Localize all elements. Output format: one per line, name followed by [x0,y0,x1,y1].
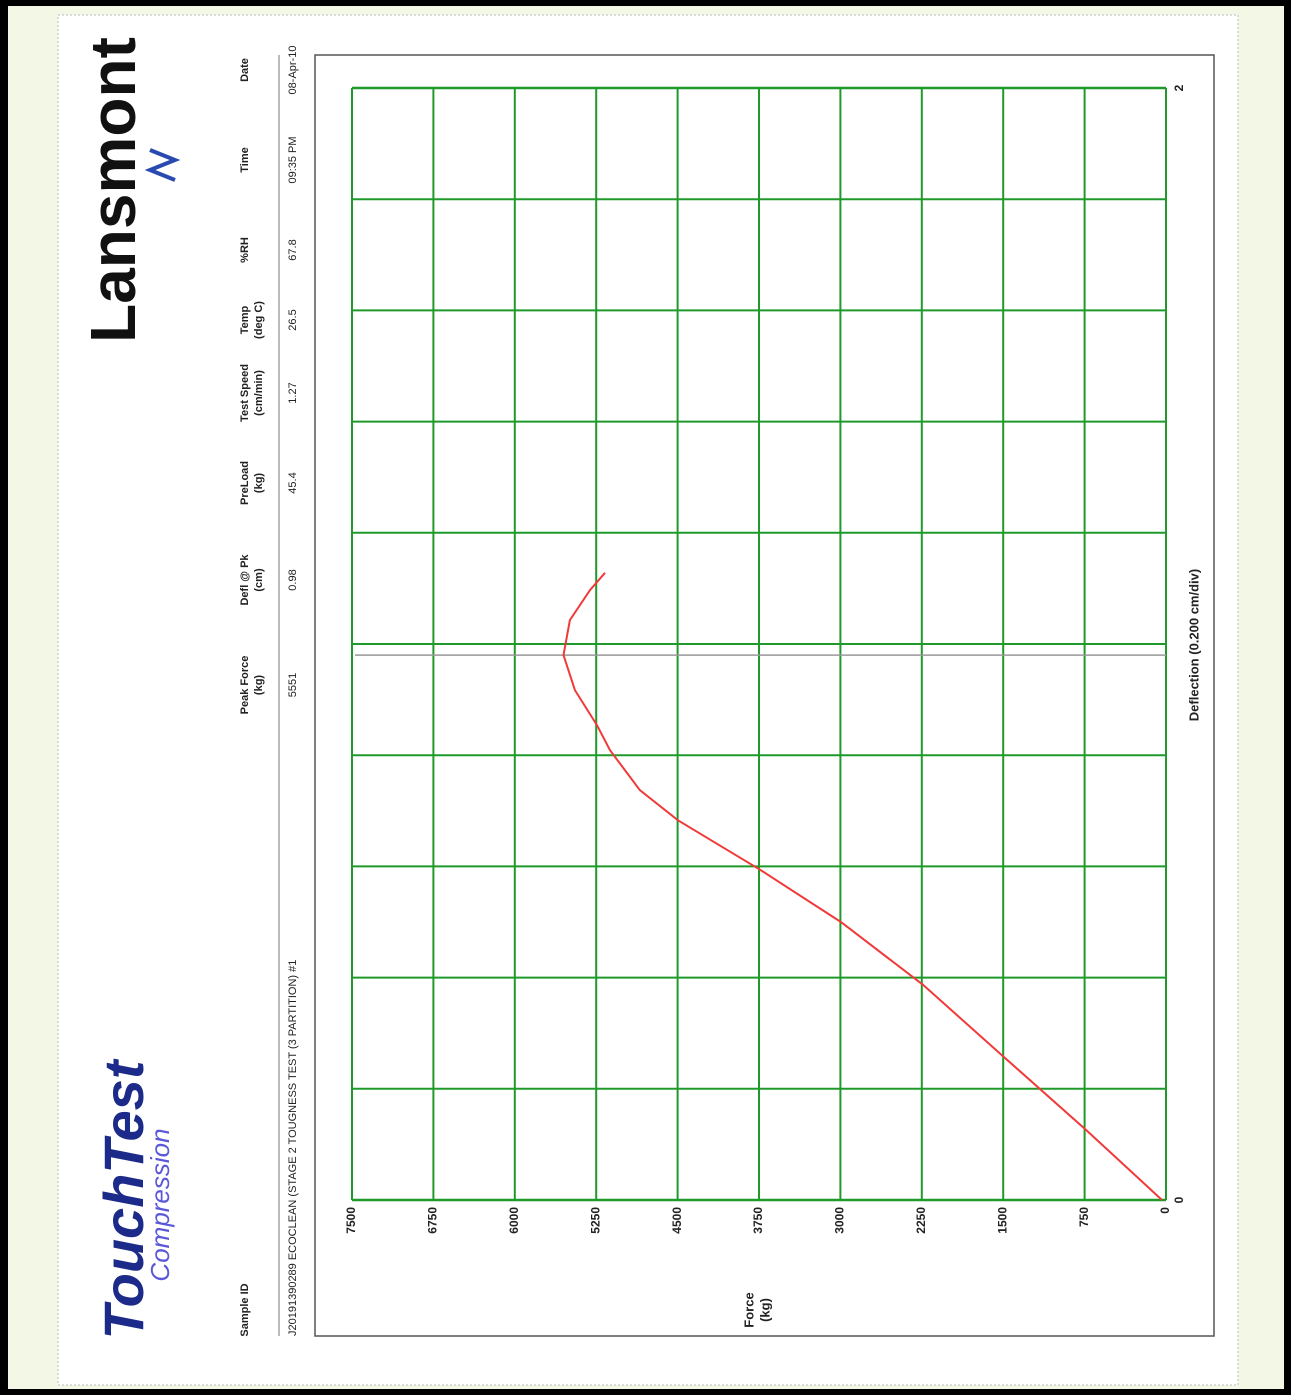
brand-left-sub: Compression [145,1128,175,1281]
field-value: 67.8 [287,239,299,260]
field-label: PreLoad [239,461,251,505]
field-unit: (deg C) [253,301,265,339]
brand-left: TouchTest [92,1058,155,1339]
y-tick-label: 750 [1077,1207,1091,1227]
field-label: Defl @ Pk [239,554,251,606]
field-value: J20191390289 ECOCLEAN (STAGE 2 TOUGNESS … [287,960,299,1336]
frame [314,54,1215,1337]
field-value: 0.98 [287,569,299,590]
field-label: Temp [239,305,251,334]
field-unit: (cm/min) [253,370,265,416]
field-label: Time [239,147,251,172]
y-tick-label: 1500 [995,1207,1009,1234]
y-tick-label: 3000 [833,1207,847,1234]
field-unit: (cm) [253,568,265,592]
field-value: 5551 [287,673,299,697]
field-value: 09:35 PM [287,136,299,183]
field-value: 08-Apr-10 [287,46,299,95]
logo-zigzag [144,148,181,182]
y-tick-label: 5250 [588,1207,602,1234]
y-axis-label: Force [741,1292,756,1327]
field-label: Date [239,58,251,82]
field-label: %RH [239,237,251,263]
data-line [562,572,1163,1201]
brand-right: Lansmont [77,37,149,343]
field-value: 26.5 [287,309,299,330]
y-tick-label: 4500 [670,1207,684,1234]
field-label: Sample ID [239,1283,251,1336]
field-label: Test Speed [239,364,251,422]
x-tick-label: 0 [1172,1196,1186,1203]
x-axis-label: Deflection (0.200 cm/div) [1186,569,1201,721]
field-label: Peak Force [239,656,251,715]
field-unit: (kg) [253,675,265,696]
field-unit: (kg) [253,473,265,494]
y-axis-label: (kg) [757,1298,772,1322]
y-tick-label: 7500 [344,1207,358,1234]
y-tick-label: 6000 [507,1207,521,1234]
field-value: 45.4 [287,472,299,493]
y-tick-label: 2250 [914,1207,928,1234]
y-tick-label: 3750 [751,1207,765,1234]
y-tick-label: 6750 [426,1207,440,1234]
x-tick-label: 2 [1172,84,1186,91]
y-tick-label: 0 [1158,1207,1172,1214]
paper [57,14,1239,1386]
field-value: 1.27 [287,382,299,403]
